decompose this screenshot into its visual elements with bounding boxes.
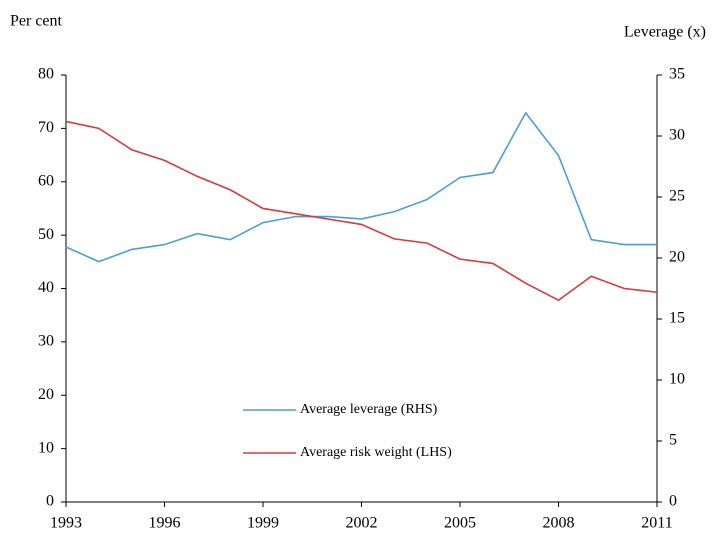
y2-tick-label: 5 [669,432,677,449]
y-tick-label: 0 [46,493,54,510]
data-line [65,120,658,302]
y-tick-label: 40 [38,279,54,296]
legend-label: Average leverage (RHS) [300,402,438,417]
x-tick-label: 2005 [444,515,476,532]
legend-label: Average risk weight (LHS) [300,445,452,460]
y2-tick-label: 15 [669,310,685,327]
y-tick-label: 30 [38,333,54,350]
y2-tick-label: 35 [669,66,685,83]
y2-tick-label: 25 [669,188,685,205]
x-tick-label: 2002 [346,515,378,532]
x-tick-label: 1993 [50,515,82,532]
y-axis-label: Per cent [10,13,63,30]
data-line [65,111,657,263]
x-tick-label: 1996 [149,515,181,532]
y2-tick-label: 20 [669,249,685,266]
y-tick-label: 60 [38,172,54,189]
x-tick-label: 1999 [247,515,279,532]
y-tick-label: 80 [38,66,54,83]
y2-tick-label: 0 [669,493,677,510]
x-tick-label: 2008 [543,515,575,532]
y-tick-label: 70 [38,119,54,136]
y2-axis-label: Leverage (x) [624,24,706,41]
y2-tick-label: 10 [669,371,685,388]
x-tick-label: 2011 [641,515,672,532]
y-tick-label: 20 [38,386,54,403]
y2-tick-label: 30 [669,127,685,144]
y-tick-label: 50 [38,226,54,243]
y-tick-label: 10 [38,439,54,456]
